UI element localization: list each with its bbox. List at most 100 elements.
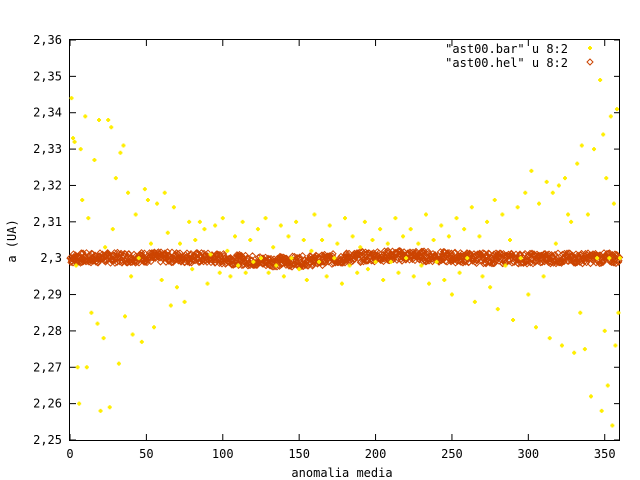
y-tick-label: 2,26: [33, 397, 62, 411]
axes: [69, 39, 620, 441]
bar-point: [248, 238, 253, 242]
hel-point: [615, 253, 624, 262]
x-tick-label: 350: [594, 447, 616, 461]
bar-point: [550, 190, 555, 195]
bar-point: [152, 325, 157, 330]
plot-frame: [69, 39, 620, 441]
bar-point: [592, 147, 597, 152]
bar-point: [556, 183, 561, 188]
bar-point: [312, 212, 317, 217]
hel-point: [71, 256, 79, 265]
bar-point: [523, 190, 528, 195]
bar-point: [297, 267, 302, 272]
hel-point: [465, 258, 473, 266]
x-tick-label: 0: [66, 447, 73, 461]
bar-point: [616, 310, 621, 315]
bar-point: [133, 212, 138, 217]
bar-point: [89, 310, 94, 315]
legend: "ast00.bar" u 8:2 "ast00.hel" u 8:2: [445, 42, 594, 70]
bar-point: [148, 241, 153, 246]
hel-point: [212, 256, 220, 264]
bar-point: [485, 219, 490, 224]
hel-point: [417, 247, 426, 256]
x-tick-label: 100: [212, 447, 234, 461]
bar-point: [98, 408, 103, 413]
hel-point: [207, 255, 216, 264]
y-tick-label: 2,36: [33, 33, 62, 47]
bar-point: [113, 176, 118, 181]
bar-point: [168, 303, 173, 308]
bar-point: [116, 361, 121, 366]
bar-point: [107, 405, 112, 410]
bar-point: [477, 234, 482, 239]
bar-point: [320, 238, 325, 242]
x-axis-label: anomalia media: [291, 466, 392, 480]
bar-point: [370, 238, 375, 242]
bar-point: [155, 201, 160, 206]
bar-point: [130, 332, 135, 337]
bar-point: [547, 336, 552, 341]
bar-point: [187, 219, 192, 224]
hel-point: [112, 254, 121, 263]
bar-point: [442, 278, 447, 282]
bar-point: [208, 252, 213, 257]
bar-point: [103, 245, 108, 250]
hel-point: [293, 253, 301, 262]
bar-point: [343, 216, 347, 221]
hel-point: [595, 259, 604, 268]
bar-point: [362, 219, 367, 224]
bar-point: [228, 274, 233, 279]
bar-point: [335, 241, 340, 246]
bar-point: [358, 245, 363, 250]
bar-point: [411, 274, 416, 279]
bar-point: [324, 274, 329, 279]
bar-point: [294, 219, 299, 224]
hel-point: [349, 257, 357, 265]
bar-point: [258, 256, 263, 261]
bar-point: [263, 216, 268, 221]
series-ast00-bar: [69, 78, 622, 428]
bar-point: [281, 274, 286, 279]
bar-point: [469, 205, 474, 210]
bar-point: [109, 125, 114, 130]
y-tick-label: 2,34: [33, 106, 62, 120]
y-tick-label: 2,35: [33, 69, 62, 83]
y-tick-label: 2,32: [33, 178, 62, 192]
y-tick-labels: 2,25 2,26 2,27 2,28 2,29 2,3 2,31 2,32 2,33 2,34 2…: [33, 33, 62, 447]
hel-point: [393, 256, 401, 264]
bar-point: [205, 281, 210, 286]
hel-point: [237, 255, 245, 264]
bar-point: [618, 256, 622, 261]
bar-point: [136, 256, 141, 261]
bar-point: [327, 223, 332, 228]
bar-point: [611, 201, 616, 206]
bar-point: [608, 114, 613, 119]
bar-point: [139, 339, 144, 344]
bar-point: [106, 118, 111, 122]
hel-point: [138, 252, 147, 260]
bar-point: [95, 321, 100, 326]
bar-point: [142, 187, 147, 192]
bar-point: [126, 190, 131, 195]
hel-point: [421, 257, 430, 266]
bar-point: [271, 245, 276, 250]
y-tick-label: 2,28: [33, 324, 62, 338]
bar-point: [526, 292, 531, 297]
bar-point: [566, 212, 571, 217]
tick-marks: [69, 39, 620, 441]
bar-point: [255, 227, 260, 232]
y-tick-label: 2,29: [33, 288, 62, 302]
hel-point: [197, 249, 206, 257]
bar-point: [500, 212, 505, 217]
bar-point: [408, 227, 413, 232]
legend-label-hel: "ast00.hel" u 8:2: [445, 56, 568, 70]
y-tick-label: 2,3: [40, 251, 62, 265]
bar-point: [243, 270, 248, 275]
bar-point: [190, 267, 195, 272]
hel-point: [522, 257, 531, 266]
bar-point: [585, 212, 590, 217]
bar-point: [365, 267, 370, 272]
bar-point: [427, 281, 432, 286]
bar-point: [78, 147, 83, 152]
